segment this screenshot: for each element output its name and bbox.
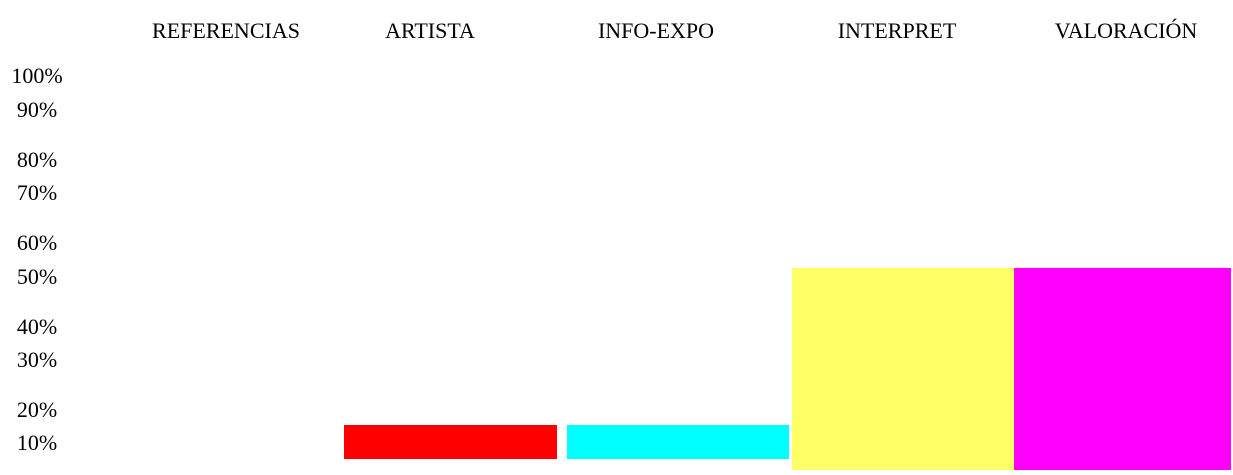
category-label: VALORACIÓN <box>1055 18 1198 43</box>
y-tick-label: 70% <box>17 180 57 205</box>
bar-valoraci-n <box>1014 267 1231 470</box>
y-tick-label: 90% <box>17 97 57 122</box>
y-tick-label: 10% <box>17 430 57 455</box>
y-axis-ticks: 100% 90% 80% 70% 60% 50% 40% 30% 20% 10% <box>11 63 62 455</box>
category-label: ARTISTA <box>385 18 475 43</box>
y-tick-label: 80% <box>17 147 57 172</box>
y-tick-label: 100% <box>11 63 62 88</box>
category-label: INFO-EXPO <box>598 18 714 43</box>
y-tick-label: 40% <box>17 314 57 339</box>
category-labels: REFERENCIAS ARTISTA INFO-EXPO INTERPRET VALO… <box>152 18 1197 43</box>
y-tick-label: 50% <box>17 264 57 289</box>
bar-artista <box>344 425 557 459</box>
y-tick-label: 60% <box>17 230 57 255</box>
y-tick-label: 30% <box>17 347 57 372</box>
category-label: REFERENCIAS <box>152 18 300 43</box>
bar-info-expo <box>567 425 789 459</box>
category-label: INTERPRET <box>838 18 957 43</box>
bar-interpret <box>792 267 1014 470</box>
bars <box>344 267 1231 470</box>
y-tick-label: 20% <box>17 397 57 422</box>
